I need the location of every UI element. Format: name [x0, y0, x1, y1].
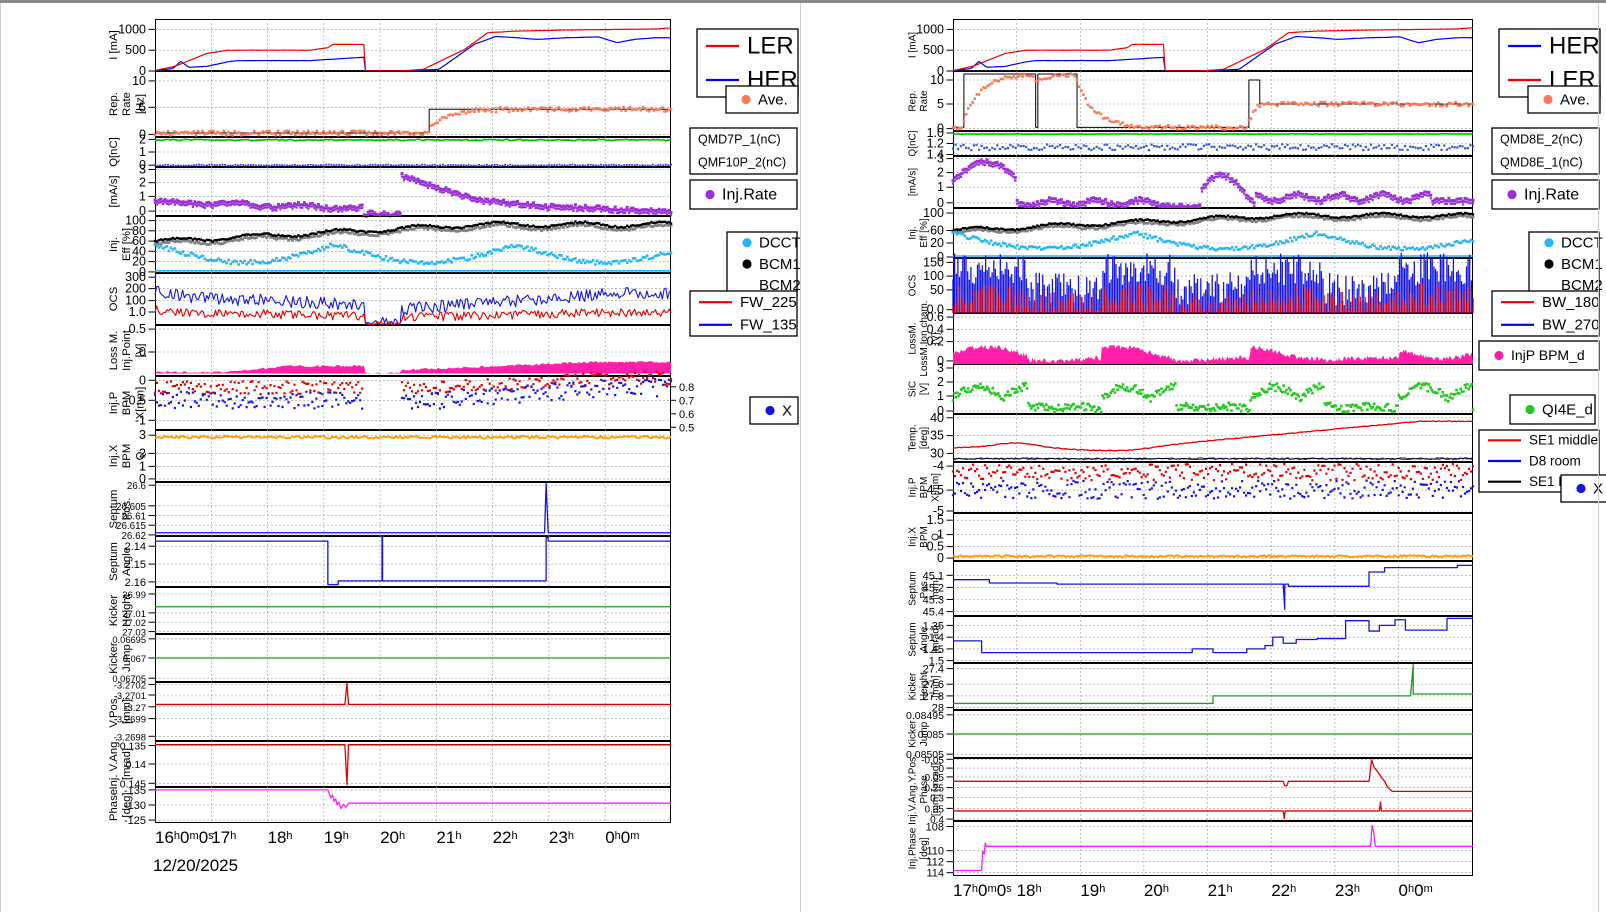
svg-text:D8 room: D8 room	[1529, 453, 1581, 468]
svg-text:HER: HER	[1549, 33, 1600, 60]
svg-text:BW_180: BW_180	[1542, 294, 1600, 311]
svg-text:QI4E_d: QI4E_d	[1542, 401, 1593, 418]
svg-text:QMF10P_2(nC): QMF10P_2(nC)	[698, 156, 786, 170]
svg-text:QMD8E_2(nC): QMD8E_2(nC)	[1500, 133, 1583, 147]
svg-text:BCM1: BCM1	[1561, 256, 1603, 273]
svg-text:DCCT: DCCT	[759, 235, 801, 252]
svg-text:BCM1: BCM1	[759, 256, 801, 273]
svg-text:SE1 middle: SE1 middle	[1529, 433, 1598, 448]
svg-text:Inj.Rate: Inj.Rate	[1524, 187, 1579, 204]
svg-text:Ave.: Ave.	[1560, 91, 1590, 108]
svg-text:QMD7P_1(nC): QMD7P_1(nC)	[698, 133, 781, 147]
svg-text:FW_135: FW_135	[740, 317, 797, 334]
svg-text:FW_225: FW_225	[740, 294, 797, 311]
svg-text:Ave.: Ave.	[758, 91, 788, 108]
svg-text:Inj.Rate: Inj.Rate	[722, 187, 777, 204]
svg-text:QMD8E_1(nC): QMD8E_1(nC)	[1500, 156, 1583, 170]
svg-text:DCCT: DCCT	[1561, 235, 1603, 252]
svg-text:InjP BPM_d: InjP BPM_d	[1511, 347, 1585, 363]
svg-text:X: X	[782, 402, 792, 419]
svg-text:LER: LER	[747, 33, 794, 60]
svg-text:BW_270: BW_270	[1542, 317, 1600, 334]
